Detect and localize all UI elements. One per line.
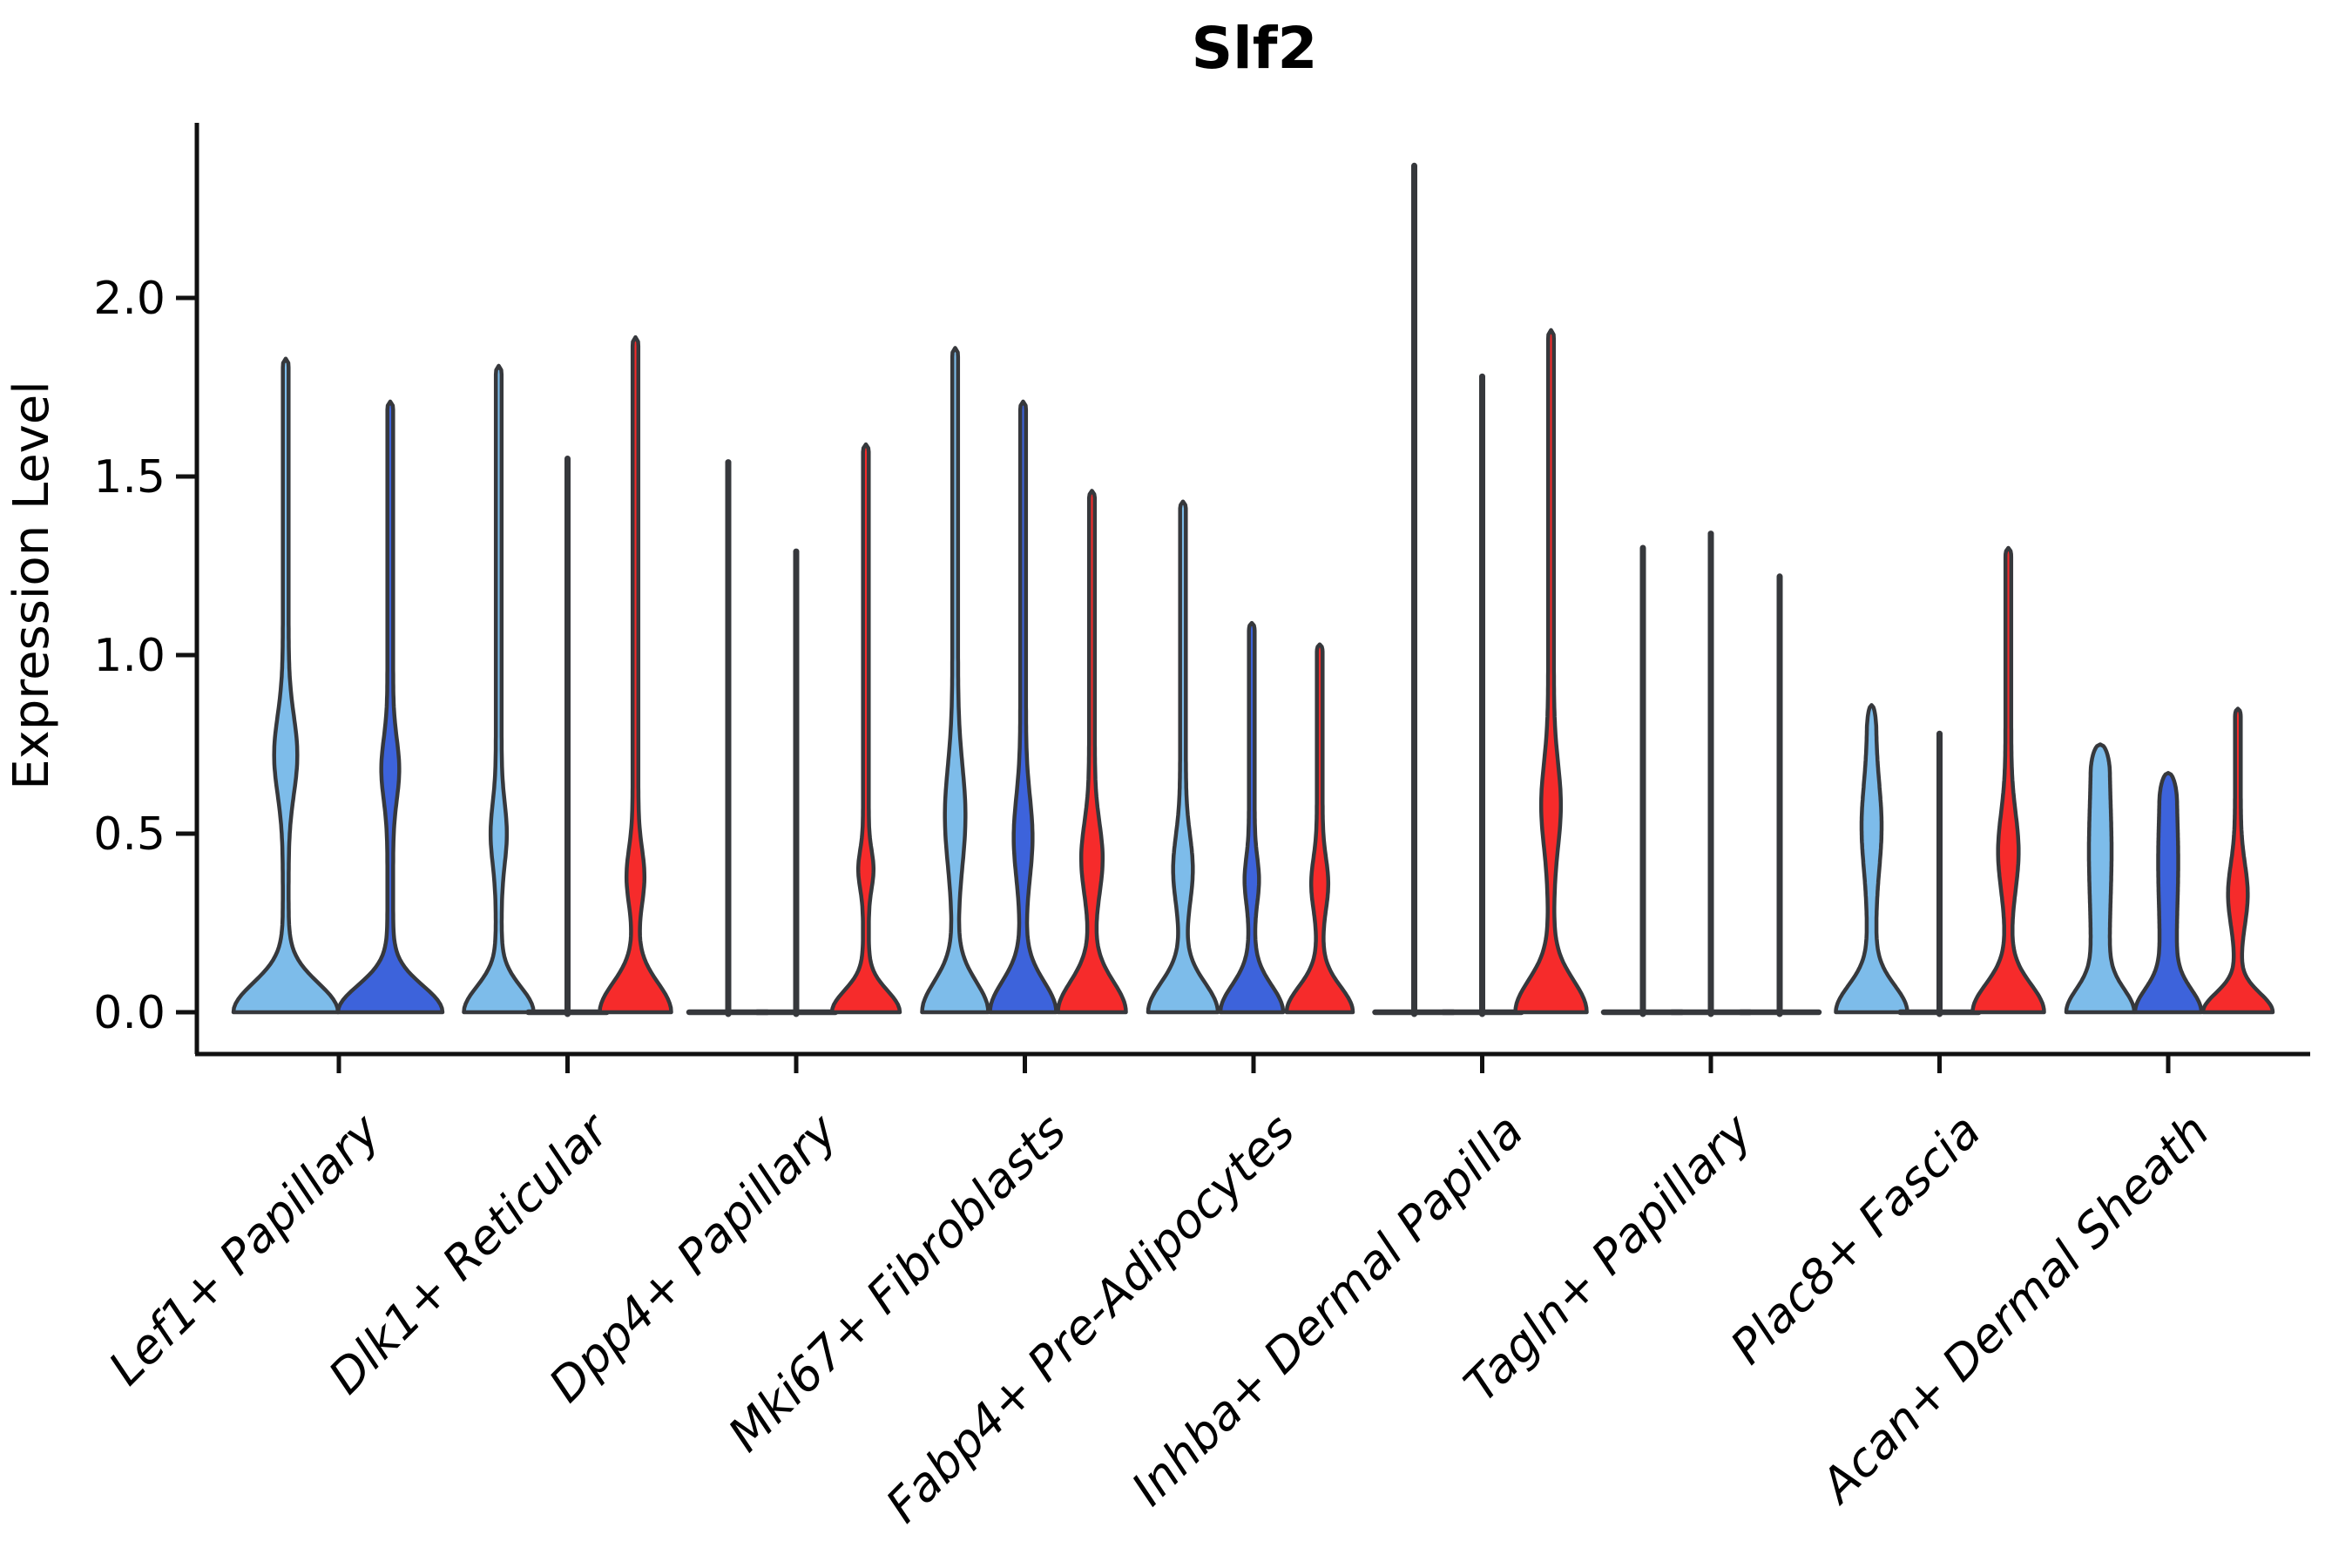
violin-light_blue: [2064, 742, 2137, 1015]
y-tick-label: 0.0: [93, 987, 166, 1039]
violin-light_blue: [1146, 499, 1220, 1015]
violin-red: [2200, 706, 2275, 1015]
violin-dark_blue: [2132, 771, 2204, 1015]
violin-dark_blue: [335, 399, 445, 1015]
violin-light_blue: [920, 346, 990, 1015]
violin-dark_blue: [988, 399, 1058, 1015]
y-tick-label: 0.5: [93, 808, 166, 861]
x-tick-label: Inhba+ Dermal Papilla: [1121, 1104, 1534, 1517]
violin-red: [1284, 642, 1355, 1015]
violin-red: [1056, 489, 1128, 1015]
x-tick-label: Acan+ Dermal Sheath: [1808, 1104, 2220, 1515]
y-tick-label: 1.0: [93, 630, 166, 682]
violin-light_blue: [462, 363, 536, 1015]
violin-light_blue: [1834, 703, 1909, 1015]
violin-dark_blue: [1218, 620, 1286, 1015]
y-axis-label: Expression Level: [3, 381, 60, 790]
chart-title: Slf2: [1192, 15, 1318, 82]
x-tick-label: Fabp4+ Pre-Adipocytes: [875, 1104, 1305, 1533]
y-tick-label: 1.5: [93, 451, 166, 504]
y-tick-label: 2.0: [93, 273, 166, 325]
violin-light_blue: [231, 356, 341, 1015]
violin-red: [1513, 328, 1589, 1015]
violin-red: [829, 442, 902, 1015]
violin-red: [598, 335, 673, 1015]
violin-red: [1970, 545, 2046, 1015]
